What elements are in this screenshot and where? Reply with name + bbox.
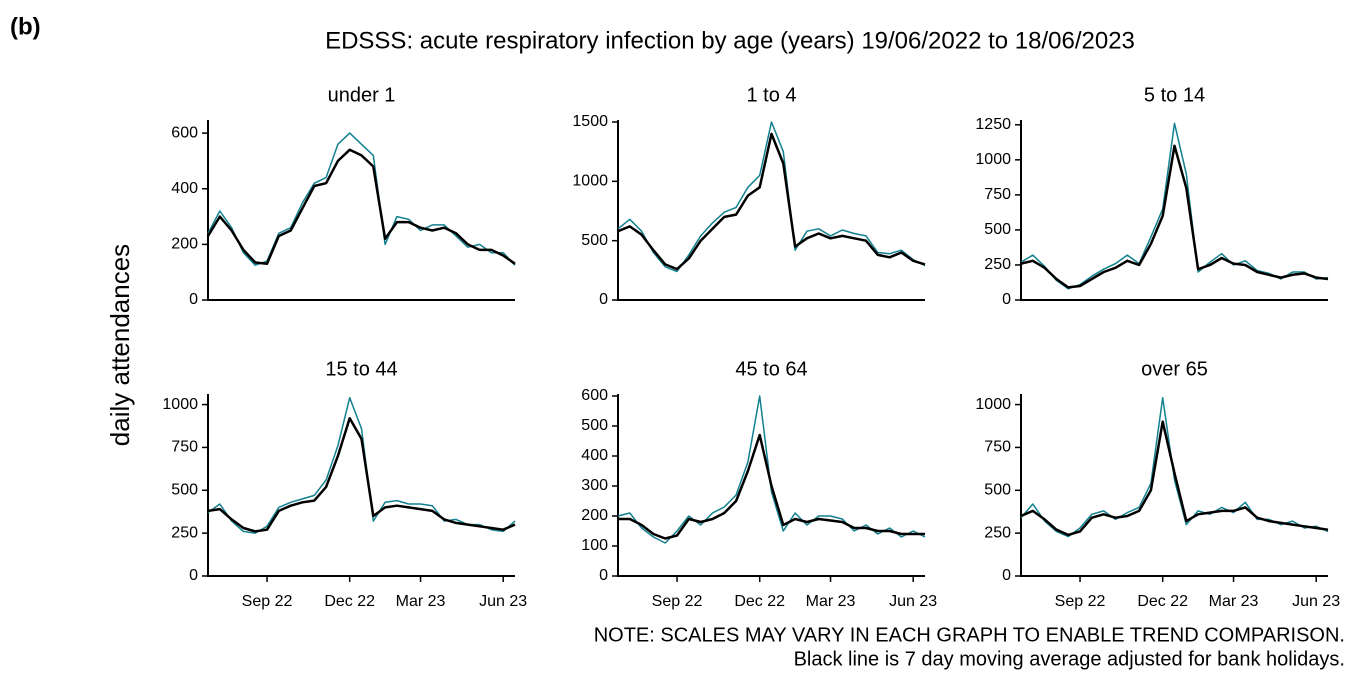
x-tick-label: Dec 22 bbox=[324, 593, 375, 610]
y-tick-label: 750 bbox=[984, 439, 1011, 456]
series-line bbox=[1020, 144, 1329, 289]
y-tick-label: 100 bbox=[581, 537, 608, 554]
y-tick-label: 1000 bbox=[572, 173, 608, 190]
series-line bbox=[207, 417, 516, 533]
x-tick-label: Sep 22 bbox=[242, 593, 293, 610]
x-tick-label: Mar 23 bbox=[396, 593, 446, 610]
y-tick-label: 1000 bbox=[162, 396, 198, 413]
y-tick-label: 0 bbox=[1002, 567, 1011, 584]
y-tick-label: 1000 bbox=[975, 396, 1011, 413]
x-tick-label: Sep 22 bbox=[1055, 593, 1106, 610]
series-line bbox=[617, 395, 926, 544]
y-tick-label: 1250 bbox=[975, 116, 1011, 133]
x-tick-label: Dec 22 bbox=[734, 593, 785, 610]
series-line bbox=[207, 396, 516, 534]
y-tick-label: 500 bbox=[171, 482, 198, 499]
y-tick-label: 0 bbox=[599, 291, 608, 308]
x-tick-label: Mar 23 bbox=[806, 593, 856, 610]
x-tick-label: Jun 23 bbox=[479, 593, 527, 610]
series-line bbox=[1020, 420, 1329, 537]
y-tick-label: 400 bbox=[581, 447, 608, 464]
y-tick-label: 0 bbox=[1002, 291, 1011, 308]
y-tick-label: 750 bbox=[984, 186, 1011, 203]
y-tick-label: 300 bbox=[581, 477, 608, 494]
panel-label: (b) bbox=[10, 13, 41, 40]
series-line bbox=[617, 132, 926, 271]
y-axis-label: daily attendances bbox=[105, 244, 135, 446]
series-line bbox=[1020, 396, 1329, 538]
panel-title: under 1 bbox=[328, 84, 396, 106]
y-tick-label: 0 bbox=[599, 567, 608, 584]
panel-title: 1 to 4 bbox=[746, 84, 796, 106]
chart-title: EDSSS: acute respiratory infection by ag… bbox=[325, 27, 1135, 54]
y-tick-label: 400 bbox=[171, 180, 198, 197]
y-tick-label: 500 bbox=[581, 417, 608, 434]
y-tick-label: 500 bbox=[984, 221, 1011, 238]
panel-title: 5 to 14 bbox=[1144, 84, 1205, 106]
y-tick-label: 200 bbox=[171, 236, 198, 253]
panel-title: over 65 bbox=[1141, 358, 1208, 380]
y-tick-label: 1000 bbox=[975, 151, 1011, 168]
y-tick-label: 1500 bbox=[572, 113, 608, 130]
y-tick-label: 250 bbox=[984, 256, 1011, 273]
x-tick-label: Dec 22 bbox=[1137, 593, 1188, 610]
series-line bbox=[617, 121, 926, 273]
x-tick-label: Jun 23 bbox=[889, 593, 937, 610]
y-tick-label: 250 bbox=[171, 524, 198, 541]
y-tick-label: 500 bbox=[984, 482, 1011, 499]
x-tick-label: Mar 23 bbox=[1209, 593, 1259, 610]
y-tick-label: 0 bbox=[189, 567, 198, 584]
series-line bbox=[618, 433, 925, 540]
note: Black line is 7 day moving average adjus… bbox=[794, 648, 1345, 670]
y-tick-label: 600 bbox=[581, 387, 608, 404]
y-tick-label: 200 bbox=[581, 507, 608, 524]
y-tick-label: 500 bbox=[581, 232, 608, 249]
y-tick-label: 250 bbox=[984, 524, 1011, 541]
x-tick-label: Jun 23 bbox=[1292, 593, 1340, 610]
y-tick-label: 0 bbox=[189, 291, 198, 308]
panel-title: 45 to 64 bbox=[735, 358, 807, 380]
series-line bbox=[206, 148, 516, 266]
y-tick-label: 600 bbox=[171, 124, 198, 141]
y-tick-label: 750 bbox=[171, 439, 198, 456]
note: NOTE: SCALES MAY VARY IN EACH GRAPH TO E… bbox=[594, 624, 1345, 646]
panel-title: 15 to 44 bbox=[325, 358, 397, 380]
x-tick-label: Sep 22 bbox=[652, 593, 703, 610]
